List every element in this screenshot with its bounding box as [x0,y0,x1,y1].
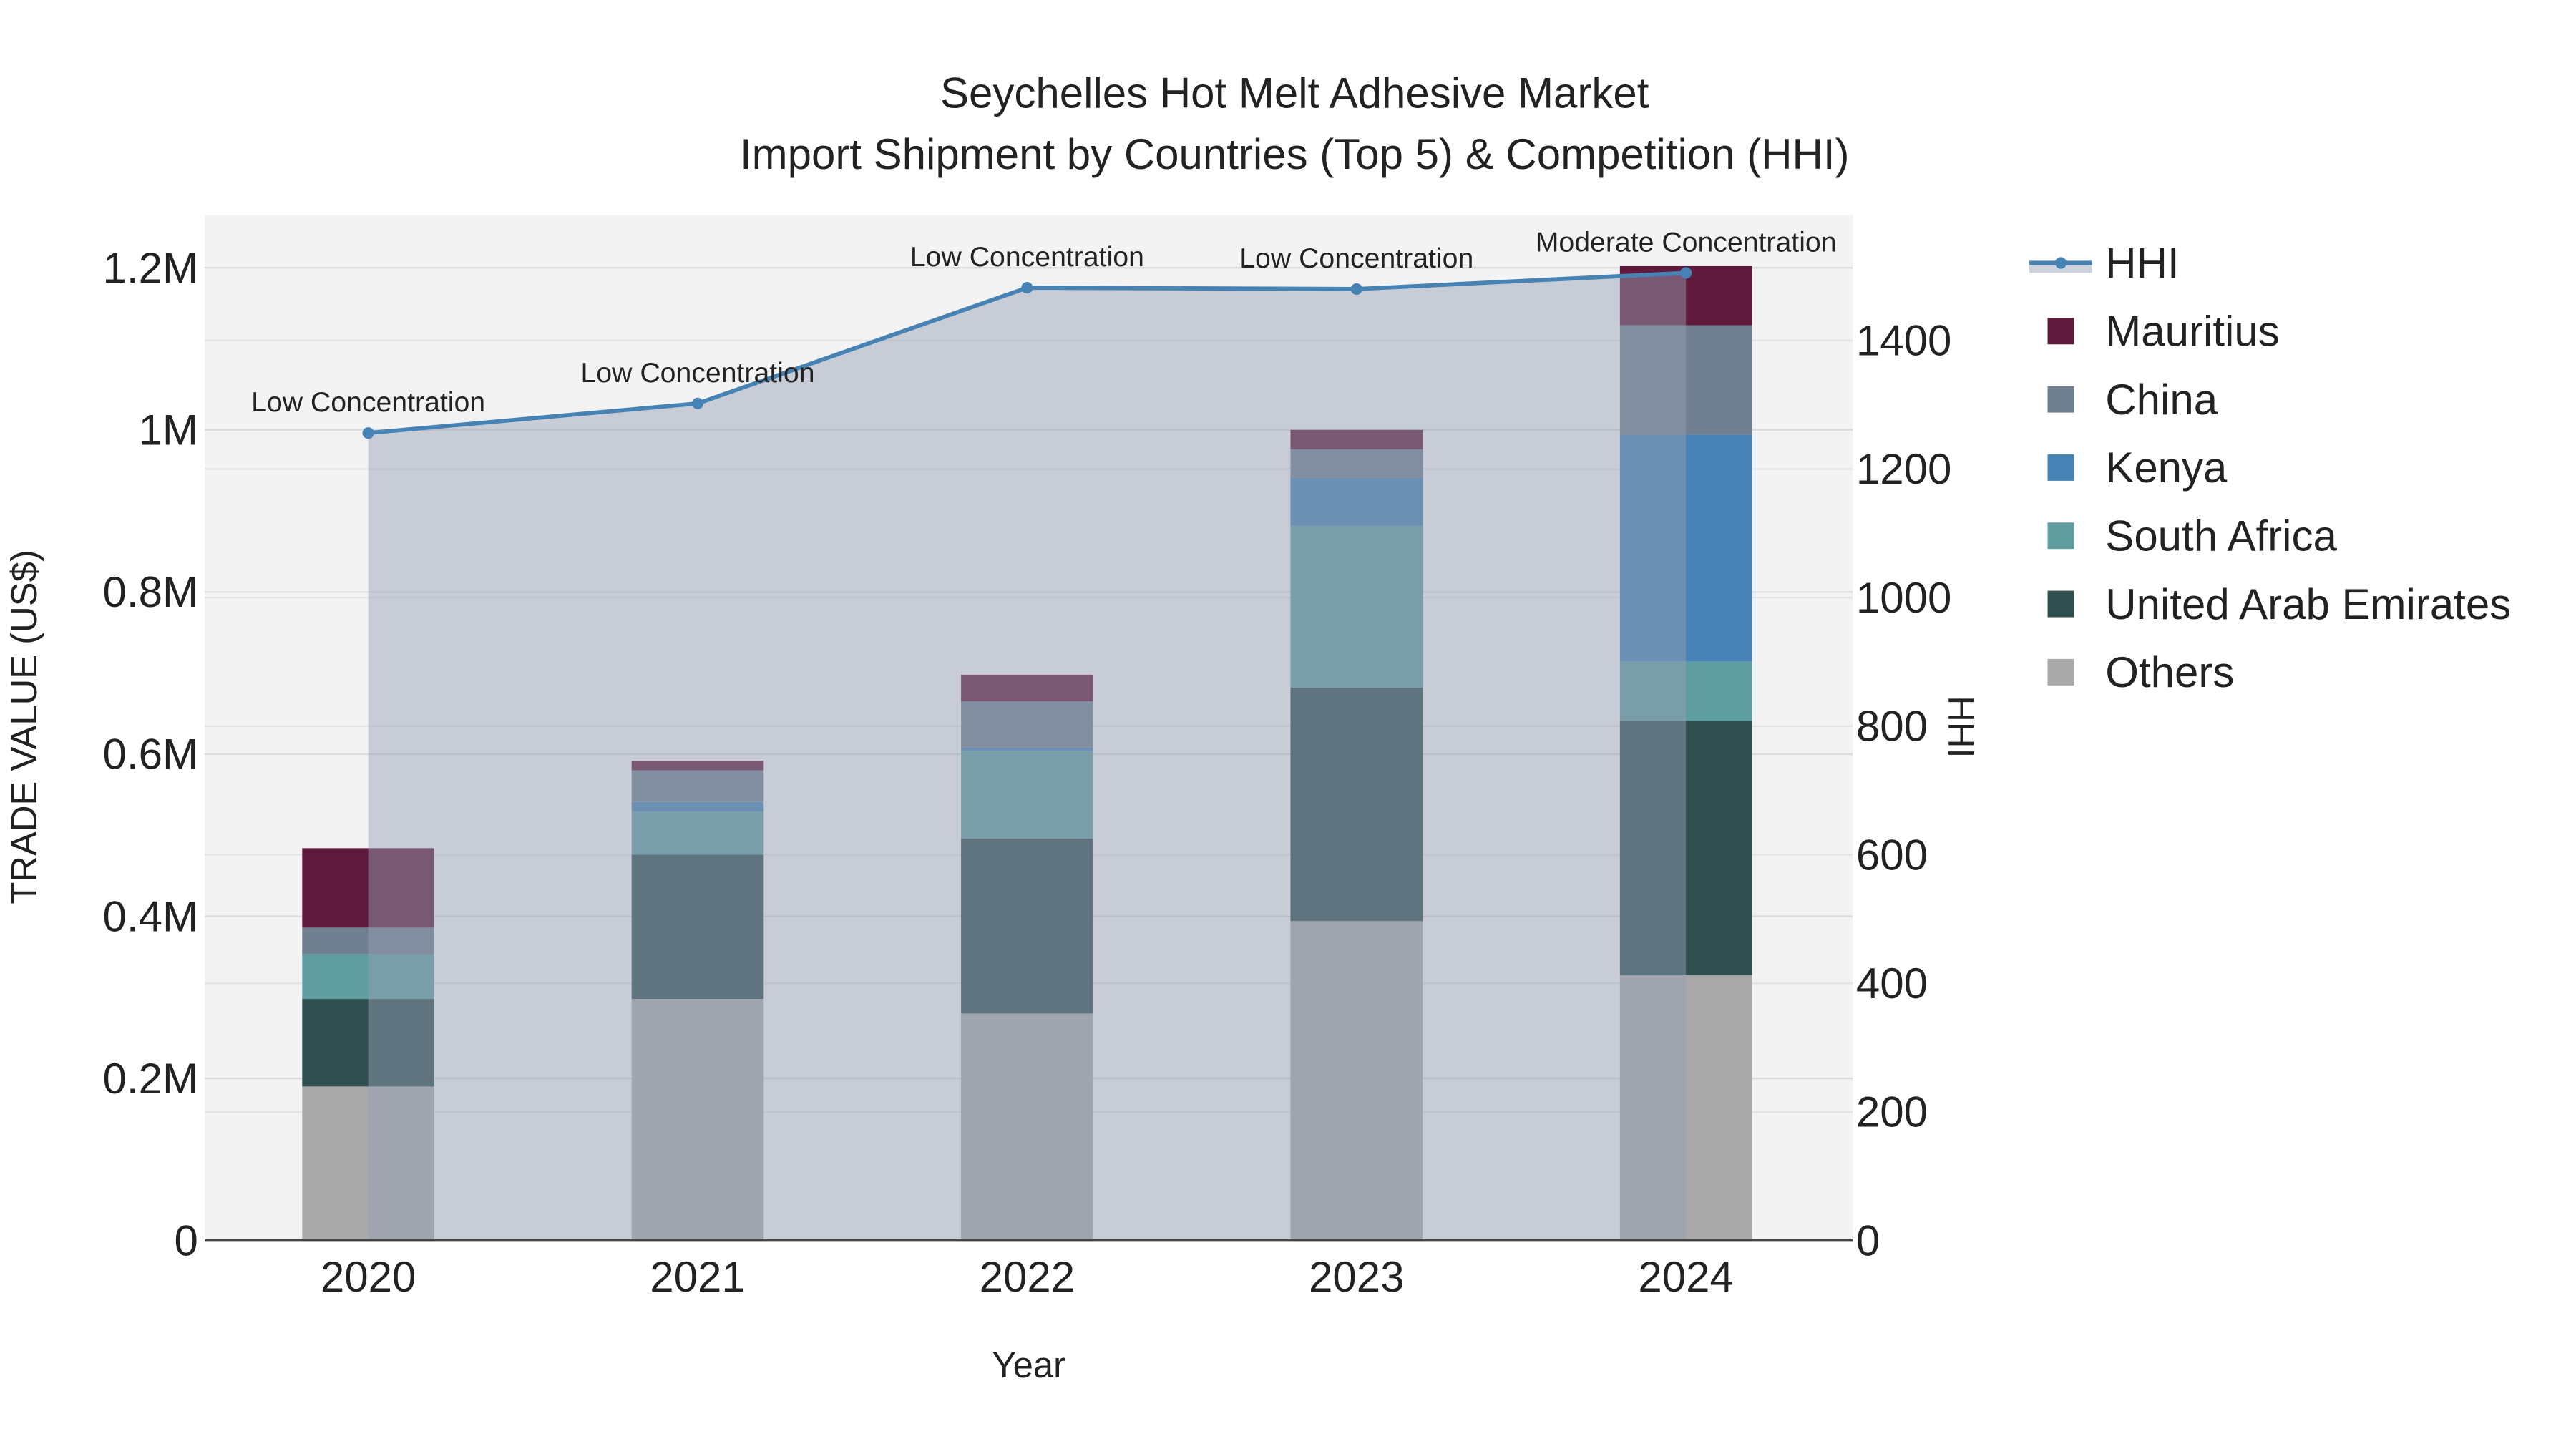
bar-kenya [1290,477,1423,526]
hhi-series: Low Concentration Low Concentration Low Co… [251,226,1837,1241]
chart-subtitle: Import Shipment by Countries (Top 5) & C… [740,130,1850,178]
hhi-point [362,427,374,439]
bar-united-arab-emirates [961,838,1093,1014]
chart-title: Seychelles Hot Melt Adhesive Market [940,69,1649,117]
x-tick-label: 2021 [650,1253,745,1301]
legend-label: South Africa [2105,512,2337,560]
bar-mauritius [1290,429,1423,449]
hhi-area [368,273,1687,1241]
legend-swatch [2047,522,2074,550]
x-tick-label: 2024 [1638,1253,1733,1301]
y-tick-label: 0.6M [103,731,198,779]
y2-tick-label: 600 [1856,831,1928,879]
y2-tick-label: 1000 [1856,574,1951,622]
legend-swatch [2047,386,2074,413]
bar-south-africa [302,954,434,1000]
hhi-annotation: Low Concentration [910,241,1144,273]
legend-swatch [2047,590,2074,618]
y2-axis-label: HHI [1941,696,1981,758]
x-axis-ticks: 2020 2021 2022 2023 2024 [321,1253,1734,1301]
x-tick-label: 2023 [1309,1253,1404,1301]
bar-kenya [631,801,764,812]
bar-united-arab-emirates [631,854,764,1000]
hhi-annotation: Low Concentration [580,357,814,389]
bar-south-africa [631,811,764,855]
legend-swatch [2047,658,2074,686]
y2-tick-label: 400 [1856,960,1928,1008]
y-axis-ticks: 0 0.2M 0.4M 0.6M 0.8M 1M 1.2M [103,244,198,1264]
y-tick-label: 0 [175,1216,198,1264]
bar-mauritius [631,760,764,771]
legend-item: United Arab Emirates [2047,580,2511,628]
bar-south-africa [1290,525,1423,688]
bar-china [631,770,764,802]
bar-united-arab-emirates [1619,721,1752,976]
y-axis-label: TRADE VALUE (US$) [4,550,44,904]
y2-tick-label: 0 [1856,1216,1880,1264]
legend-swatch [2047,454,2074,481]
bar-others [1290,921,1423,1241]
legend-item: South Africa [2047,512,2337,560]
x-tick-label: 2020 [321,1253,416,1301]
x-axis-label: Year [992,1345,1065,1385]
y-tick-label: 0.8M [103,568,198,616]
hhi-point [691,397,704,409]
hhi-annotation: Low Concentration [1239,243,1473,274]
bar-china [1290,449,1423,478]
legend-item: HHI [2029,239,2180,287]
bar-united-arab-emirates [302,999,434,1087]
bar-kenya [961,747,1093,751]
bar-united-arab-emirates [1290,688,1423,922]
bar-others [961,1013,1093,1241]
bar-south-africa [961,751,1093,839]
bar-china [961,701,1093,748]
y2-tick-label: 1400 [1856,317,1951,365]
hhi-annotation: Moderate Concentration [1536,226,1837,258]
legend-label: China [2105,376,2218,424]
hhi-point [1021,282,1033,294]
legend-label: Mauritius [2105,308,2279,356]
y-tick-label: 1.2M [103,244,198,292]
hhi-point [1680,267,1692,279]
y2-tick-label: 200 [1856,1088,1928,1136]
legend: HHI Mauritius China Kenya South Africa United… [2029,239,2511,696]
bar-others [302,1086,434,1241]
y-tick-label: 0.2M [103,1055,198,1103]
bars [302,265,1752,1241]
legend-item: Others [2047,648,2234,696]
bar-mauritius [961,674,1093,702]
bar-kenya [1619,434,1752,662]
hhi-point [1350,283,1362,295]
y2-axis-ticks: 0 200 400 600 800 1000 1200 1400 [1856,317,1951,1265]
y2-tick-label: 800 [1856,703,1928,751]
y-tick-label: 0.4M [103,892,198,940]
legend-marker-icon [2054,257,2067,269]
bar-others [631,999,764,1241]
y-tick-label: 1M [139,406,198,454]
hhi-annotation: Low Concentration [251,386,485,418]
bar-mauritius [302,848,434,928]
bar-others [1619,975,1752,1241]
legend-label: United Arab Emirates [2105,580,2511,628]
bar-china [1619,325,1752,435]
bar-south-africa [1619,661,1752,721]
legend-swatch [2047,318,2074,345]
legend-label: Kenya [2105,444,2228,492]
y2-tick-label: 1200 [1856,445,1951,493]
legend-item: China [2047,376,2218,424]
x-tick-label: 2022 [980,1253,1075,1301]
legend-label: Others [2105,648,2234,696]
legend-item: Kenya [2047,444,2228,492]
bar-china [302,927,434,955]
legend-item: Mauritius [2047,308,2280,356]
legend-label: HHI [2105,239,2179,287]
